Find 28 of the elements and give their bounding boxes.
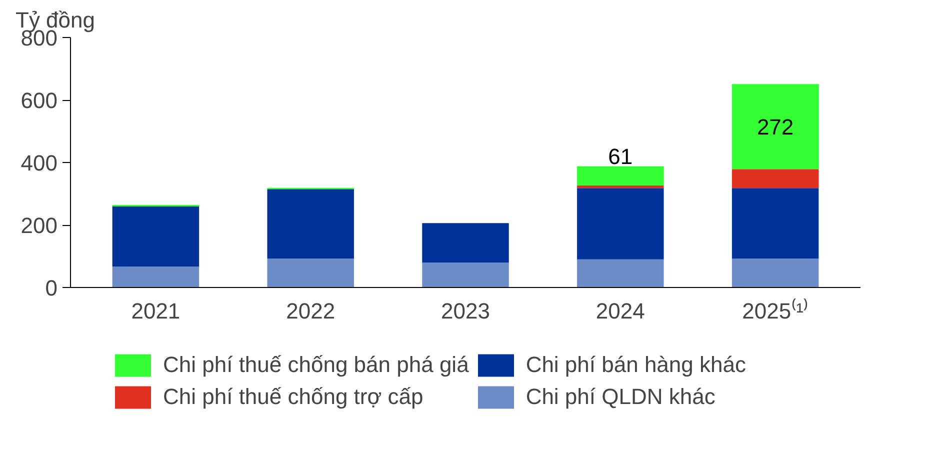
bar — [422, 223, 509, 262]
y-tick-label: 600 — [20, 88, 58, 113]
y-tick-label: 200 — [20, 213, 58, 238]
bar — [732, 169, 819, 188]
legend-label: Chi phí thuế chống bán phá giá — [163, 352, 469, 378]
bar — [112, 266, 200, 288]
legend-label: Chi phí bán hàng khác — [526, 352, 746, 378]
x-tick-label: 2022 — [286, 298, 336, 324]
bar — [732, 258, 819, 288]
bar — [577, 188, 664, 260]
bar — [422, 262, 509, 288]
x-tick-label: 2025⁽¹⁾ — [742, 298, 808, 324]
data-label: 61 — [608, 144, 633, 169]
y-tick-label: 0 — [45, 276, 58, 300]
bar — [112, 206, 200, 267]
y-tick-label: 400 — [20, 150, 58, 176]
bar — [267, 189, 354, 258]
legend-label: Chi phí QLDN khác — [526, 384, 716, 410]
x-tick-label: 2021 — [131, 298, 180, 324]
legend-label: Chi phí thuế chống trợ cấp — [163, 384, 424, 410]
bar — [267, 258, 354, 288]
x-tick-label: 2024 — [596, 298, 645, 324]
x-tick-label: 2023 — [441, 298, 490, 324]
bar — [732, 188, 819, 258]
bar — [577, 166, 664, 186]
data-label: 272 — [756, 114, 794, 140]
bar — [577, 259, 664, 288]
bar — [732, 84, 819, 170]
